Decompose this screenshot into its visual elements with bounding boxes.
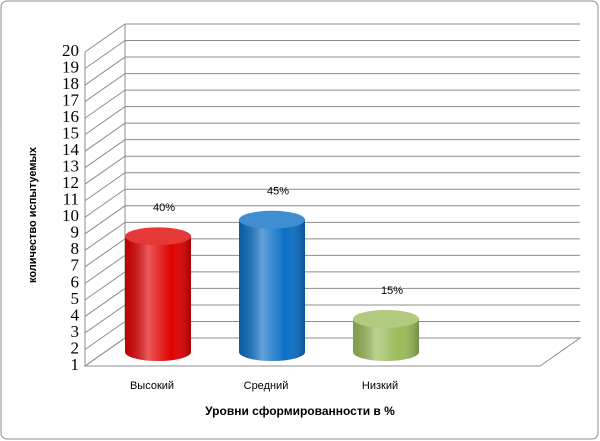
grid-line xyxy=(84,155,580,185)
grid-line xyxy=(84,56,580,86)
y-tick-label: 11 xyxy=(63,190,79,209)
y-tick-label: 14 xyxy=(62,140,80,159)
y-tick-label: 4 xyxy=(71,305,80,324)
x-tick-label: Высокий xyxy=(130,380,174,392)
bar-shade xyxy=(125,236,191,352)
y-axis-title: количество испытуемых xyxy=(27,146,39,283)
plot-area: 123456789101112131415161718192040%Высоки… xyxy=(62,23,582,392)
y-tick-label: 10 xyxy=(62,206,79,225)
grid-line xyxy=(84,23,580,53)
value-label: 40% xyxy=(153,202,175,214)
y-tick-label: 19 xyxy=(62,57,79,76)
y-tick-label: 2 xyxy=(71,338,80,357)
y-tick-label: 8 xyxy=(71,239,80,258)
value-label: 15% xyxy=(381,285,403,297)
grid-line xyxy=(84,205,580,235)
bar-top-highlight xyxy=(125,227,191,246)
grid-line xyxy=(84,106,580,136)
y-tick-label: 16 xyxy=(62,107,79,126)
bar-top xyxy=(239,210,305,229)
y-tick-label: 12 xyxy=(62,173,79,192)
bar-top-highlight xyxy=(353,309,419,328)
y-tick-label: 9 xyxy=(71,223,80,242)
y-tick-label: 13 xyxy=(62,157,79,176)
grid-line xyxy=(84,40,580,69)
y-tick-label: 7 xyxy=(71,256,80,275)
grid-line xyxy=(84,122,580,152)
value-label: 45% xyxy=(267,186,289,198)
y-tick-label: 18 xyxy=(62,74,79,93)
bar-top xyxy=(125,227,191,246)
y-tick-label: 5 xyxy=(71,289,80,308)
bar-top-highlight xyxy=(239,210,305,229)
grid-line xyxy=(84,73,580,102)
grid-line xyxy=(84,172,580,202)
y-tick-label: 3 xyxy=(71,322,80,341)
grid-line xyxy=(84,221,580,251)
y-tick-label: 17 xyxy=(62,90,80,109)
y-tick-label: 1 xyxy=(71,355,80,374)
bar-shade xyxy=(239,219,305,352)
grid-line xyxy=(84,89,580,119)
x-tick-label: Средний xyxy=(244,380,289,392)
grid-line xyxy=(84,139,580,169)
x-tick-label: Низкий xyxy=(362,380,398,392)
y-tick-label: 15 xyxy=(62,124,79,143)
x-axis-title: Уровни сформированности в % xyxy=(205,404,395,418)
grid-line xyxy=(84,188,580,218)
y-tick-label: 20 xyxy=(62,41,79,60)
bar-top xyxy=(353,309,419,328)
y-tick-label: 6 xyxy=(71,272,80,291)
